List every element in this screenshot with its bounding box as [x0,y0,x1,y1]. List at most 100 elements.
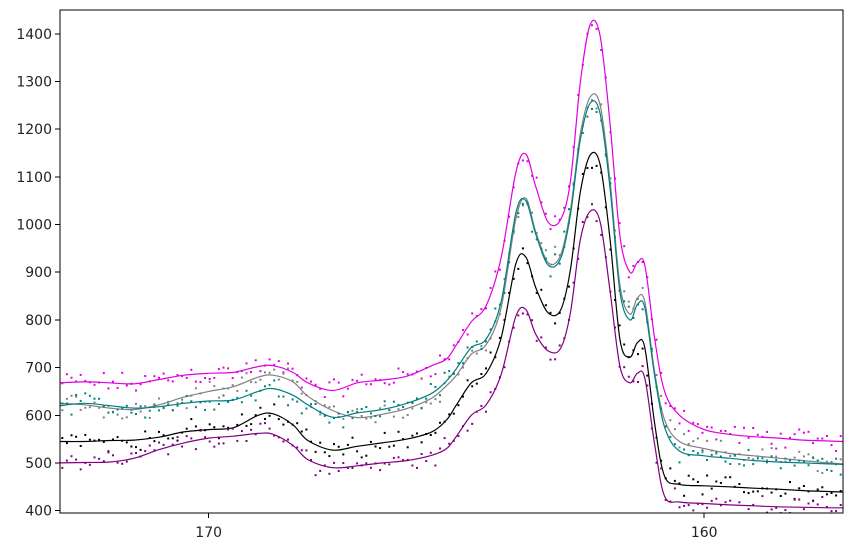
data-point [346,411,349,413]
data-point [392,415,395,418]
data-point [747,436,750,439]
data-point [498,336,501,339]
data-point [719,481,722,484]
data-point [452,439,455,442]
data-point [176,374,179,377]
data-point [107,411,110,414]
data-point [439,354,441,357]
data-point [185,376,188,379]
data-point [171,409,174,412]
data-point [816,459,819,462]
data-point [706,474,709,477]
data-point [669,405,672,407]
data-point [471,312,474,315]
data-point [503,278,506,280]
data-point [264,422,266,425]
data-point [544,346,547,349]
data-point [609,290,612,293]
data-point [830,461,833,463]
data-point [333,461,335,464]
data-point [540,336,543,339]
data-point [70,413,73,416]
data-point [637,353,639,356]
data-point [521,247,524,250]
data-point [761,435,764,438]
data-point [554,358,557,361]
data-point [517,314,520,317]
data-point [779,495,782,497]
data-point [245,372,248,375]
data-point [466,357,469,360]
data-point [825,468,828,471]
data-point [734,514,736,516]
data-point [798,428,801,431]
data-point [696,452,699,455]
data-point [360,415,363,417]
data-point [392,444,395,447]
data-point [107,451,110,454]
series-3 [60,151,843,502]
data-point [641,286,644,289]
data-point [406,414,409,416]
data-point [374,462,377,465]
data-point [839,458,842,461]
data-point [379,407,382,410]
data-point [102,460,105,463]
data-point [199,392,202,395]
data-point [204,377,207,379]
data-point [632,307,635,310]
data-point [650,347,653,350]
data-point [485,410,487,413]
data-point [503,291,506,294]
y-tick-label: 1300 [16,75,52,91]
data-point [402,416,405,419]
x-tick-label: 160 [691,525,718,540]
data-point [346,443,349,446]
data-point [600,103,603,106]
data-point [277,436,280,439]
data-point [637,261,639,263]
data-point [692,440,695,443]
data-point [75,380,78,383]
data-point [531,230,534,233]
data-point [231,427,234,430]
data-point [388,409,391,412]
data-point [139,448,142,451]
data-point [443,358,446,361]
data-point [494,388,497,390]
data-point [687,454,690,457]
y-tick-label: 600 [25,408,52,424]
data-point [282,371,285,374]
data-point [830,444,833,447]
data-point [314,450,317,453]
data-point [75,394,78,396]
data-point [733,485,736,488]
data-point [747,492,750,494]
data-point [231,377,234,380]
data-point [637,298,639,300]
data-point [443,371,446,374]
data-point [199,429,202,432]
data-point [521,204,524,207]
data-point [692,421,695,424]
data-point [181,431,184,434]
data-point [291,398,294,401]
data-point [84,406,87,409]
data-point [148,437,151,439]
data-point [190,400,193,403]
data-point [581,131,584,134]
data-point [107,387,110,390]
data-point [839,504,842,506]
data-point [627,276,630,279]
data-point [568,185,570,188]
y-tick-label: 1400 [16,27,52,43]
data-point [609,182,612,185]
data-point [171,437,174,440]
data-point [480,373,483,375]
data-point [830,510,833,513]
data-point [485,307,487,310]
data-point [673,407,676,410]
data-point [775,506,778,509]
data-point [710,449,713,452]
data-point [673,487,676,490]
